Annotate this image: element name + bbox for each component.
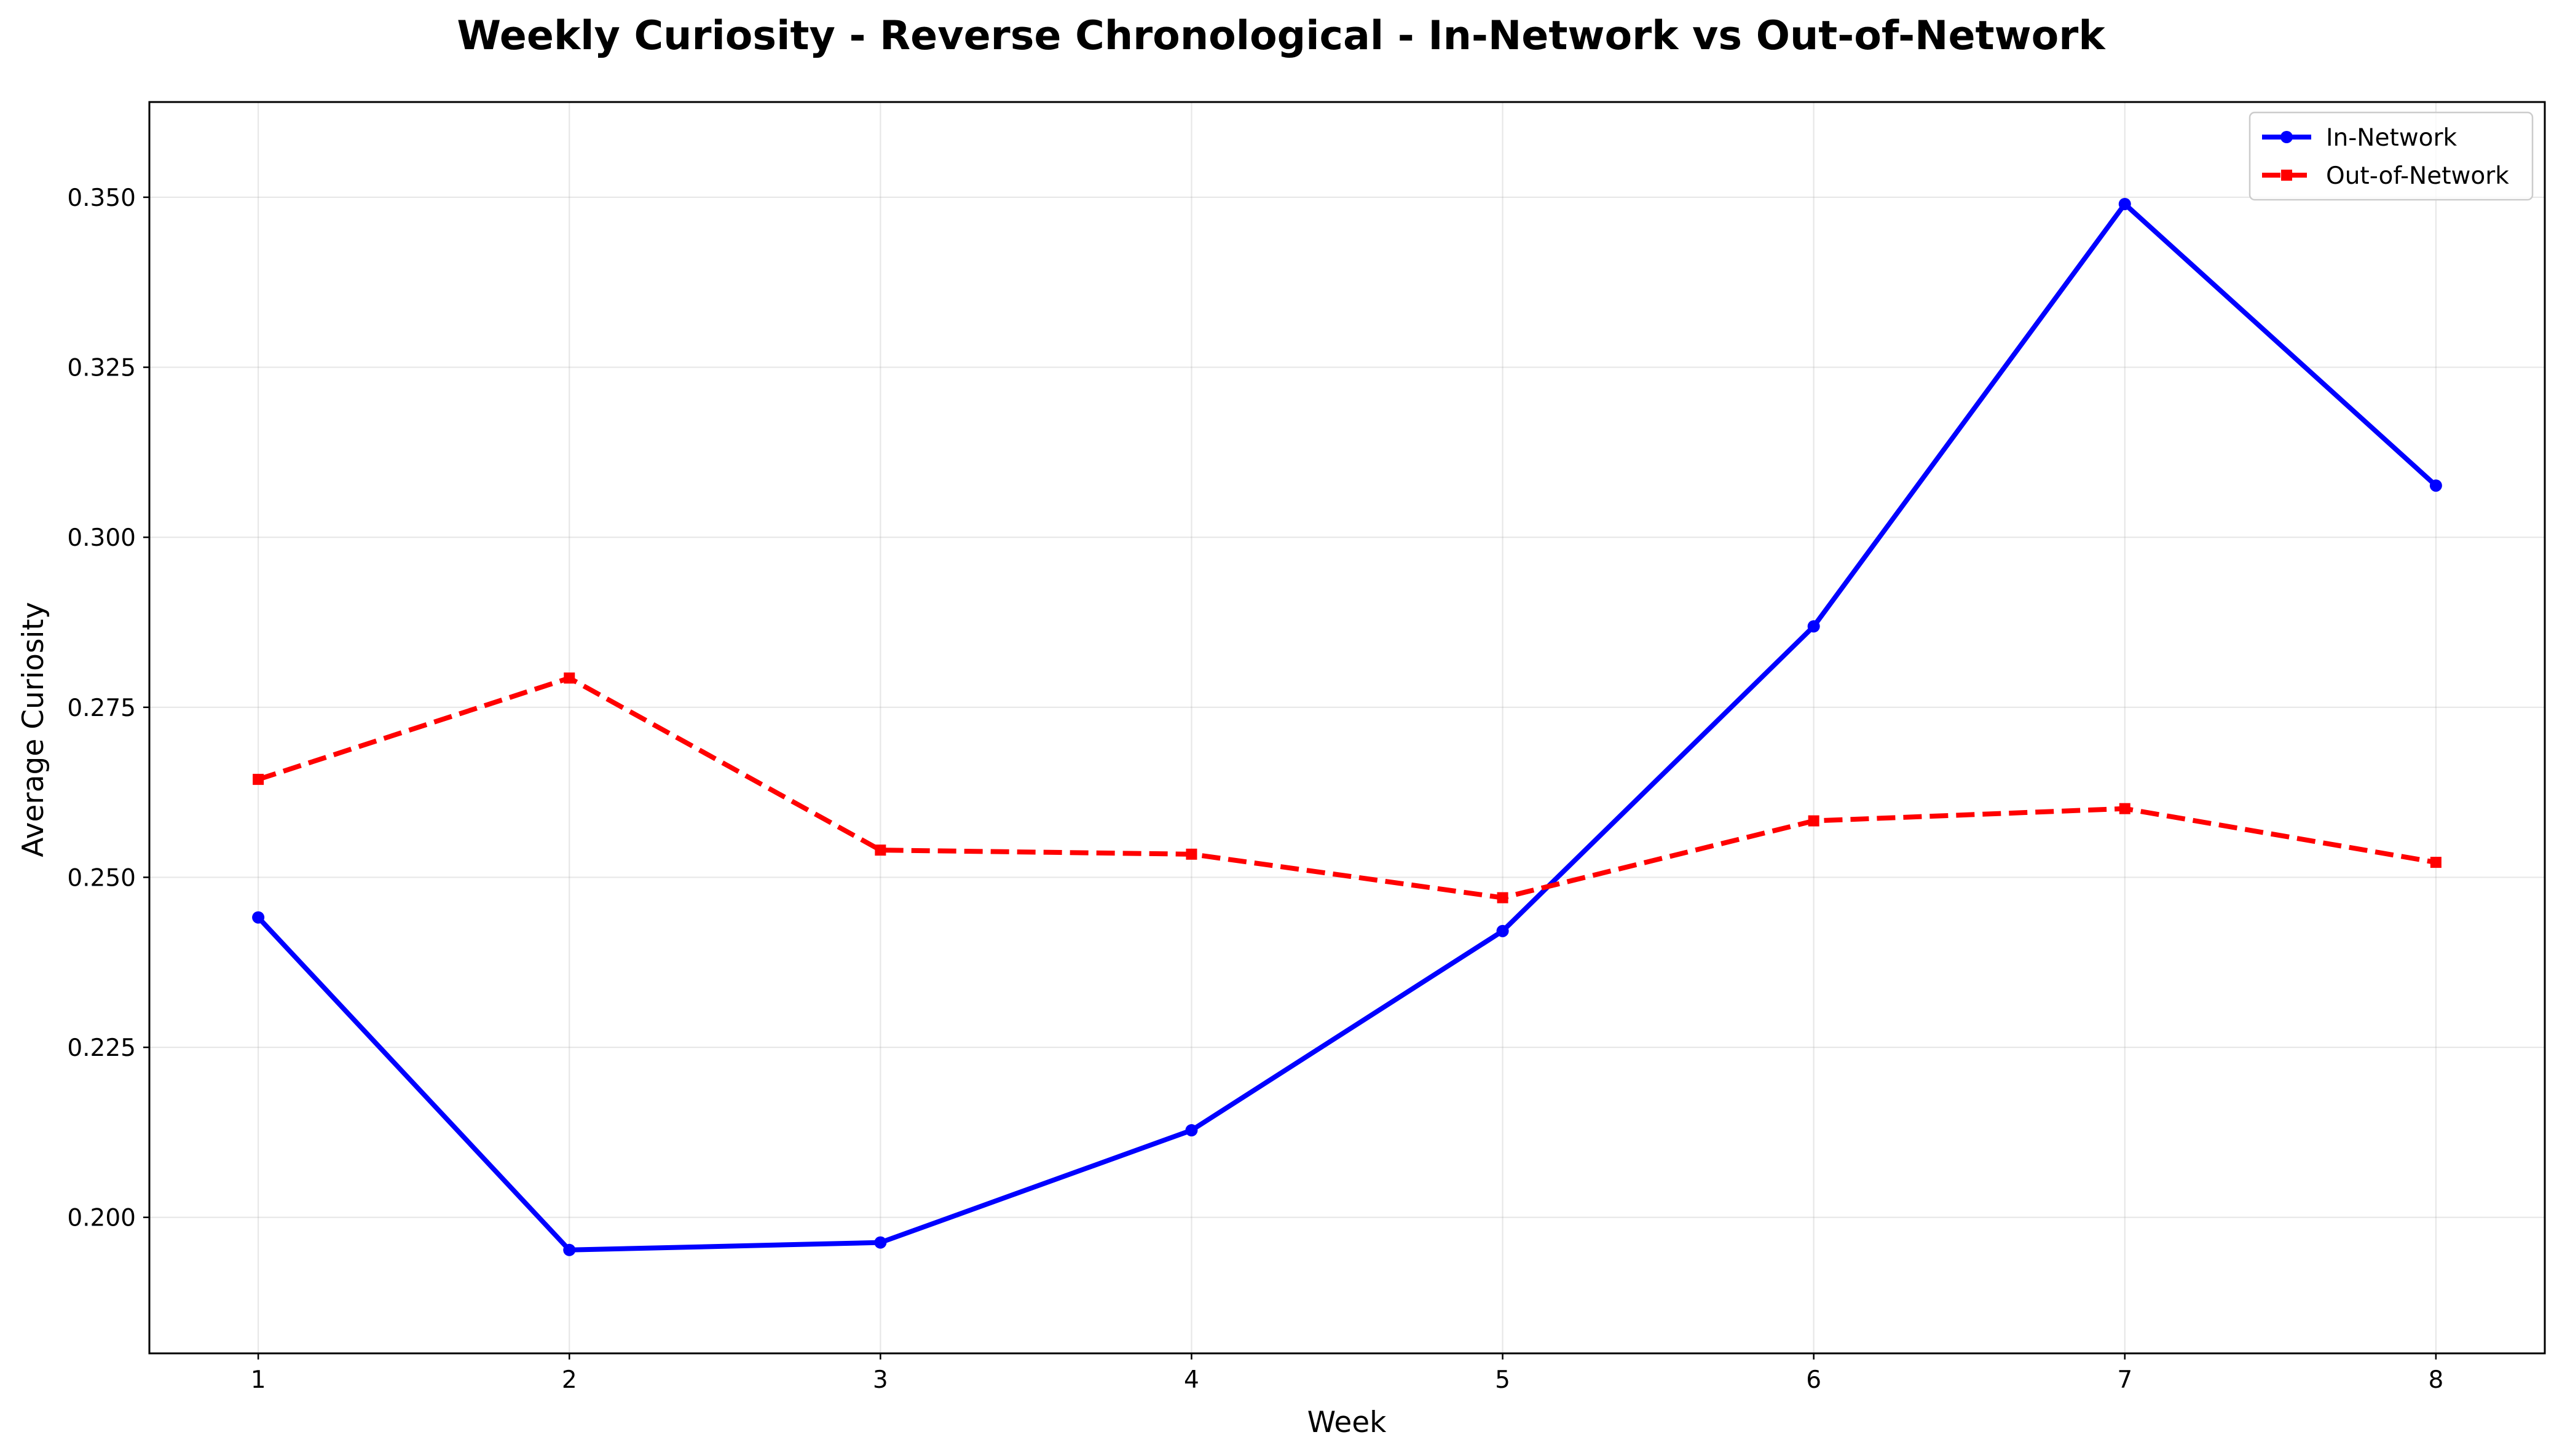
in-network-point <box>1496 924 1509 937</box>
x-tick-label: 6 <box>1806 1366 1821 1394</box>
y-tick-label: 0.350 <box>67 184 136 212</box>
y-tick-label: 0.200 <box>67 1205 136 1232</box>
data-series <box>252 197 2442 1256</box>
y-tick-label: 0.325 <box>67 355 136 382</box>
legend-entry-in-network: In-Network <box>2262 124 2458 152</box>
out-of-network-line <box>257 675 2437 900</box>
grid-lines <box>149 102 2545 1353</box>
x-tick-label: 2 <box>562 1366 577 1394</box>
x-tick-label: 4 <box>1184 1366 1199 1394</box>
in-network-point <box>874 1236 887 1249</box>
out-of-network-point <box>1808 815 1819 827</box>
y-tick-label: 0.275 <box>67 695 136 722</box>
in-network-point <box>2429 479 2442 492</box>
y-tick-label: 0.300 <box>67 524 136 552</box>
x-tick-label: 5 <box>1495 1366 1510 1394</box>
in-network-line <box>256 201 2438 1253</box>
series-out-of-network <box>253 672 2442 903</box>
legend-entry-out-of-network: Out-of-Network <box>2262 162 2509 190</box>
legend: In-Network Out-of-Network <box>2249 111 2534 201</box>
plot-area-frame <box>148 101 2546 1355</box>
out-of-network-point <box>1497 892 1508 903</box>
out-of-network-point <box>253 774 264 785</box>
x-tick-label: 3 <box>873 1366 888 1394</box>
y-axis-label: Average Curiosity <box>17 602 50 857</box>
in-network-point <box>2118 197 2131 210</box>
legend-label: Out-of-Network <box>2326 162 2509 190</box>
series-in-network <box>252 197 2442 1256</box>
axis-ticks: 1 2 3 4 5 6 7 8 0.200 0.225 0.250 0.275 0.300 0.325 0.… <box>67 184 2443 1394</box>
legend-marker <box>2281 170 2292 181</box>
out-of-network-point <box>564 672 575 684</box>
out-of-network-point <box>2119 803 2130 814</box>
in-network-point <box>1807 620 1820 633</box>
out-of-network-point <box>1186 848 1197 860</box>
y-tick-label: 0.225 <box>67 1034 136 1062</box>
legend-marker <box>2280 131 2293 143</box>
out-of-network-point <box>2430 857 2442 868</box>
legend-box <box>2249 111 2534 201</box>
in-network-point <box>252 911 265 924</box>
legend-label: In-Network <box>2326 124 2458 152</box>
chart-title: Weekly Curiosity - Reverse Chronological… <box>457 13 2106 59</box>
x-tick-label: 8 <box>2428 1366 2443 1394</box>
x-axis-label: Week <box>1307 1406 1387 1439</box>
x-tick-label: 7 <box>2117 1366 2132 1394</box>
in-network-point <box>1185 1124 1198 1137</box>
out-of-network-point <box>875 844 886 856</box>
y-tick-label: 0.250 <box>67 864 136 892</box>
x-tick-label: 1 <box>251 1366 266 1394</box>
in-network-point <box>563 1243 576 1256</box>
